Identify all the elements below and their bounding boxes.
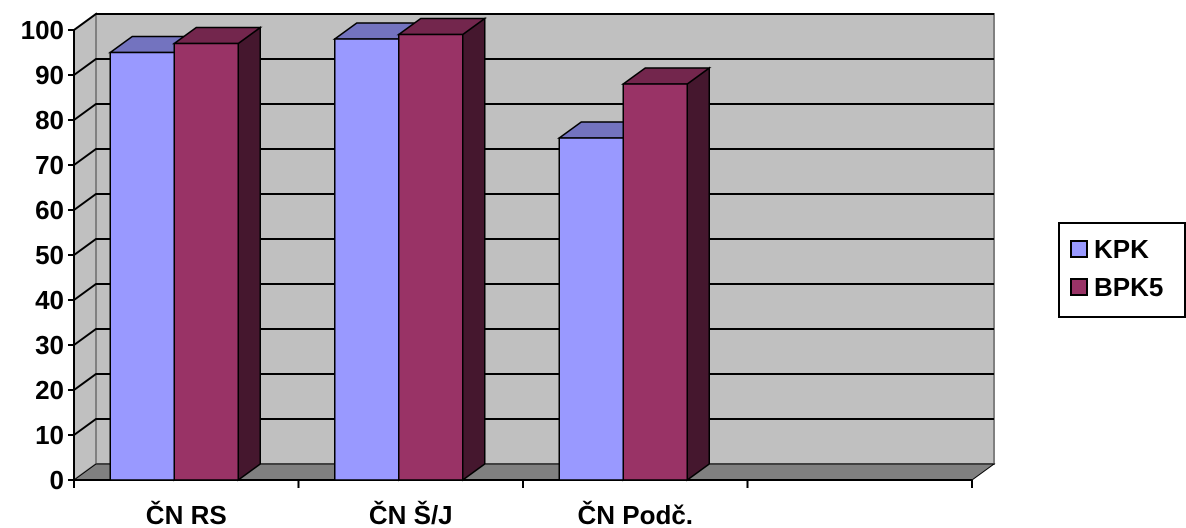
bar-front xyxy=(558,137,624,481)
gridline xyxy=(73,13,994,31)
legend-label-kpk: KPK xyxy=(1094,233,1149,264)
x-tick-label: ČN RS xyxy=(146,500,227,528)
legend-item-bpk5: BPK5 xyxy=(1070,272,1163,302)
x-tick-labels: ČN RS ČN Š/J ČN Podč. xyxy=(146,500,693,528)
legend: KPK BPK5 xyxy=(1058,222,1186,318)
y-tick-label: 60 xyxy=(35,195,64,225)
bar-front xyxy=(622,83,688,481)
bar-bpk5-2 xyxy=(396,17,488,482)
y-tick-label: 30 xyxy=(35,330,64,360)
bar-bpk5-3 xyxy=(620,66,712,482)
y-tick-labels: 0 10 20 30 40 50 60 70 80 90 100 xyxy=(21,15,64,495)
y-tick-label: 80 xyxy=(35,105,64,135)
legend-item-kpk: KPK xyxy=(1070,234,1149,264)
bar-side xyxy=(237,26,261,482)
legend-swatch-bpk5 xyxy=(1070,278,1088,296)
y-tick-label: 50 xyxy=(35,240,64,270)
bar-front xyxy=(109,51,175,481)
y-tick-label: 10 xyxy=(35,420,64,450)
y-tick-label: 20 xyxy=(35,375,64,405)
bar-front xyxy=(334,38,400,481)
x-tick-label: ČN Š/J xyxy=(369,500,453,528)
y-tick-label: 70 xyxy=(35,150,64,180)
bar-side xyxy=(686,66,710,482)
bar-side xyxy=(462,17,486,482)
legend-label-bpk5: BPK5 xyxy=(1094,271,1164,302)
y-tick-label: 100 xyxy=(21,15,64,45)
y-tick-label: 90 xyxy=(35,60,64,90)
bar-front xyxy=(398,33,464,481)
x-tick-label: ČN Podč. xyxy=(577,500,693,528)
y-tick-label: 40 xyxy=(35,285,64,315)
bar-bpk5-1 xyxy=(171,26,263,482)
bars xyxy=(107,17,712,482)
gridline xyxy=(73,58,994,76)
bar-front xyxy=(173,42,239,481)
legend-swatch-kpk xyxy=(1070,240,1088,258)
y-tick-label: 0 xyxy=(50,465,64,495)
